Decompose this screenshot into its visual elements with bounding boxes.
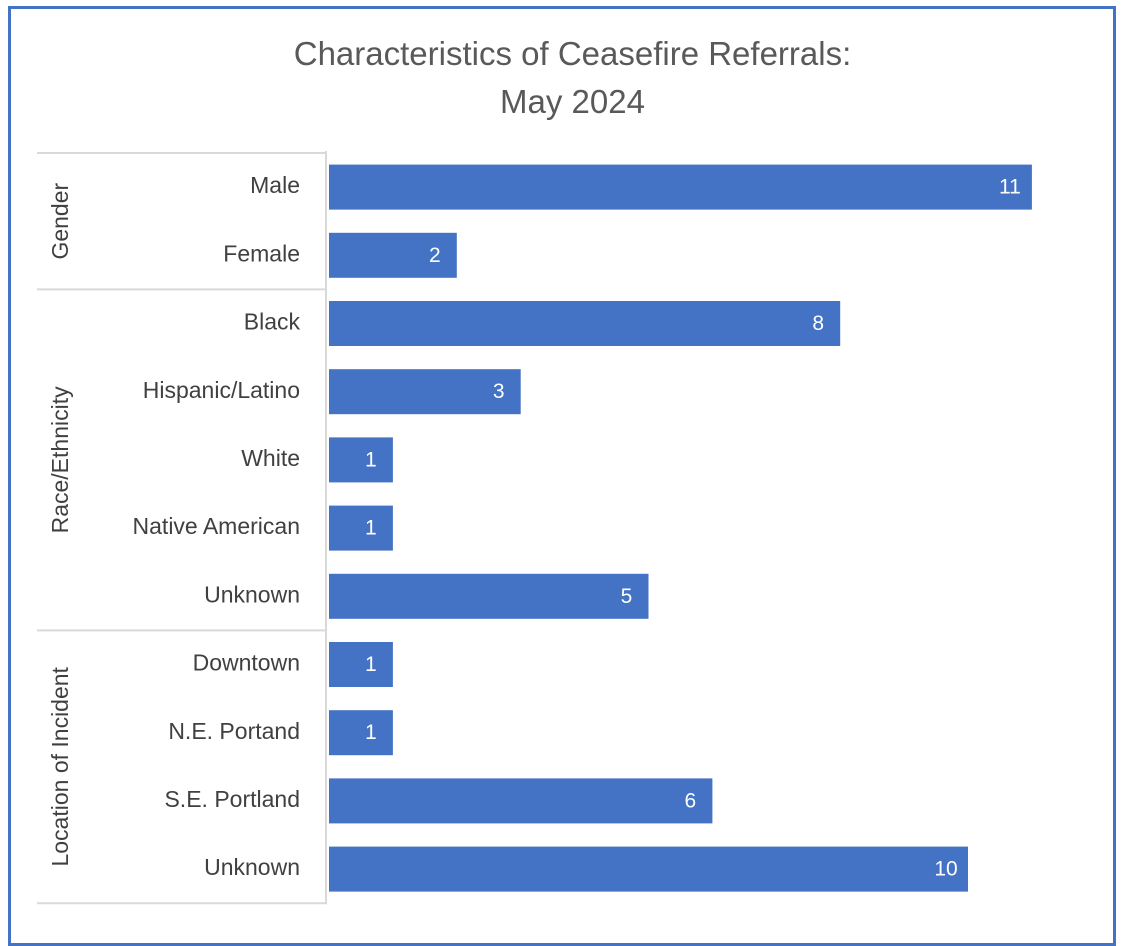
category-label: White <box>241 445 300 471</box>
bar <box>329 642 393 687</box>
data-label: 1 <box>365 517 377 540</box>
category-label: Female <box>223 240 300 266</box>
data-label: 3 <box>493 380 505 403</box>
data-label: 1 <box>365 653 377 676</box>
data-label: 1 <box>365 448 377 471</box>
chart-title-block: Characteristics of Ceasefire Referrals: … <box>0 30 1127 126</box>
group-label: Location of Incident <box>47 666 73 866</box>
group-label: Gender <box>47 183 73 260</box>
category-label: N.E. Portand <box>168 718 300 744</box>
bar <box>329 437 393 483</box>
bar <box>329 232 457 278</box>
data-label: 6 <box>685 789 697 812</box>
bar <box>329 710 393 756</box>
bar <box>329 301 841 346</box>
group-label: Race/Ethnicity <box>47 386 73 534</box>
chart-title: Characteristics of Ceasefire Referrals: <box>293 35 852 72</box>
data-label: 2 <box>429 244 441 267</box>
category-label: Downtown <box>193 650 300 676</box>
category-label: Unknown <box>204 581 300 607</box>
data-label: 1 <box>365 721 377 744</box>
bar <box>329 369 521 415</box>
chart-subtitle: May 2024 <box>500 83 645 120</box>
category-label: Black <box>244 309 301 335</box>
data-label: 10 <box>934 858 957 881</box>
category-label: Hispanic/Latino <box>143 377 300 403</box>
data-label: 8 <box>812 312 824 335</box>
bar <box>329 505 393 551</box>
bar <box>329 778 713 824</box>
category-label: Native American <box>133 513 300 539</box>
category-label: Male <box>250 172 300 198</box>
category-label: Unknown <box>204 854 300 880</box>
bar <box>329 164 1032 210</box>
data-label: 11 <box>999 176 1021 199</box>
bar <box>329 573 649 619</box>
bar <box>329 846 968 892</box>
category-label: S.E. Portland <box>164 786 300 812</box>
data-label: 5 <box>621 585 633 608</box>
